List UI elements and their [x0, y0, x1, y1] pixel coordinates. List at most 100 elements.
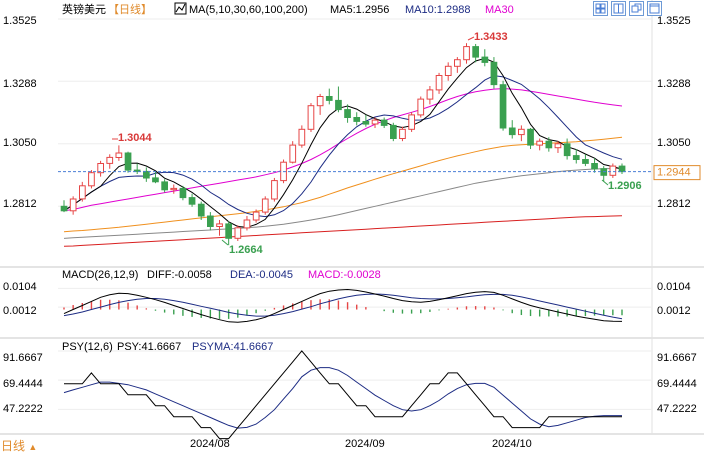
- macd-gridlines: [58, 287, 652, 308]
- candle: [115, 145, 123, 161]
- candle-body: [591, 163, 598, 170]
- candle-body: [69, 198, 77, 212]
- macd-axis-left-label: 0.0104: [3, 281, 37, 293]
- candle: [316, 93, 324, 115]
- candle: [545, 137, 553, 152]
- candle: [618, 163, 626, 174]
- ma-settings-icon[interactable]: [174, 2, 187, 15]
- candle-body: [353, 117, 361, 122]
- price-gridlines: [58, 18, 652, 207]
- psyma-line: [63, 367, 622, 429]
- psy-axis-right-label: 91.6667: [657, 352, 697, 364]
- candle-body: [399, 128, 406, 140]
- macd-axis-left-label: 0.0012: [3, 305, 37, 317]
- ma100-line: [63, 167, 623, 239]
- candle-body: [371, 119, 379, 125]
- x-axis-label: 2024/10: [492, 438, 532, 450]
- candle: [124, 151, 132, 173]
- candle: [133, 163, 141, 174]
- candle: [609, 163, 617, 178]
- split-panel-icon[interactable]: [611, 1, 626, 16]
- candle-body: [490, 61, 498, 86]
- psy-gridlines: [58, 350, 652, 410]
- candle-body: [261, 198, 269, 213]
- candle-body: [472, 46, 479, 58]
- candle: [243, 216, 251, 231]
- candle: [261, 196, 269, 215]
- candle: [325, 88, 333, 105]
- candle-body: [115, 152, 123, 158]
- candle-body: [170, 187, 178, 191]
- candle-body: [426, 89, 434, 100]
- x-axis-label: 2024/09: [345, 438, 385, 450]
- candle-body: [152, 177, 159, 183]
- candle-body: [545, 140, 553, 149]
- psy-axis-left-label: 47.2222: [3, 403, 43, 415]
- candle-body: [197, 203, 205, 217]
- candle: [454, 57, 461, 73]
- candle: [69, 196, 77, 215]
- macd-dea-value: DEA:-0.0045: [230, 269, 293, 281]
- period-label: 【日线】: [108, 2, 152, 16]
- candle: [600, 166, 608, 182]
- candle: [582, 154, 589, 167]
- candle-body: [582, 159, 589, 164]
- candle: [554, 141, 562, 153]
- price-axis-right-label: 1.2812: [657, 198, 691, 210]
- candle: [481, 49, 489, 67]
- candle: [490, 57, 498, 89]
- candle-body: [79, 185, 86, 200]
- maximize-icon[interactable]: [647, 1, 662, 16]
- candle-body: [325, 96, 333, 101]
- annotation-low: 1.2906: [608, 180, 642, 192]
- candle-body: [554, 143, 562, 149]
- ma5-line: [63, 57, 623, 228]
- candle-body: [390, 124, 397, 140]
- candle-body: [444, 65, 452, 77]
- psy-axis-left-label: 91.6667: [3, 352, 43, 364]
- candle-body: [536, 140, 543, 146]
- restore-window-icon[interactable]: [629, 1, 644, 16]
- candle: [426, 85, 434, 105]
- candle-body: [618, 165, 626, 173]
- candle-body: [97, 163, 105, 174]
- candle: [435, 72, 443, 94]
- candle-body: [417, 98, 425, 116]
- candle: [527, 128, 534, 150]
- grid-settings-icon[interactable]: [593, 1, 608, 16]
- candle: [234, 225, 242, 241]
- candle: [298, 125, 306, 148]
- candle: [143, 167, 150, 182]
- candle: [536, 138, 543, 151]
- candle-body: [252, 211, 260, 221]
- macd-lines: [63, 288, 623, 323]
- price-axis-left-label: 1.2812: [3, 198, 37, 210]
- candle-body: [188, 197, 196, 205]
- price-axis-left-label: 1.3050: [3, 137, 37, 149]
- macd-axis-right-label: 0.0104: [657, 281, 691, 293]
- period-selector[interactable]: 日线 ▲: [1, 437, 37, 454]
- psy-axis-right-label: 69.4444: [657, 378, 697, 390]
- symbol-name: 英镑美元: [62, 2, 106, 16]
- candle: [252, 209, 260, 223]
- candle: [79, 181, 86, 202]
- candle: [161, 179, 169, 193]
- candle: [444, 62, 452, 81]
- candle: [307, 103, 315, 132]
- candle-body: [335, 99, 342, 111]
- ma200-line: [63, 215, 623, 247]
- candle-body: [298, 128, 306, 146]
- candle: [179, 185, 187, 201]
- macd-diff-value: DIFF:-0.0058: [147, 269, 212, 281]
- candle: [188, 193, 196, 207]
- candle-body: [161, 181, 169, 191]
- candle-body: [316, 96, 324, 107]
- candle-body: [307, 105, 315, 130]
- candle: [353, 112, 361, 126]
- candle-body: [518, 128, 525, 136]
- ma30-line: [63, 88, 623, 212]
- candle-body: [454, 59, 461, 67]
- candle-body: [234, 227, 242, 239]
- candle: [463, 43, 470, 64]
